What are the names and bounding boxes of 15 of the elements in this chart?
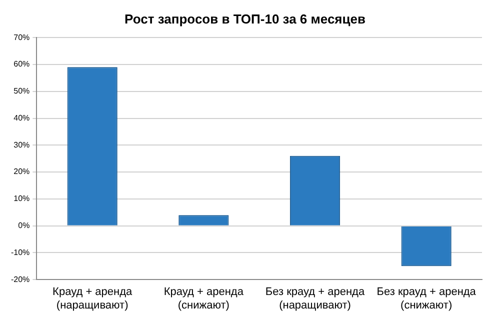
x-tick-label: Крауд + аренда (снижают)	[164, 286, 244, 312]
x-tick-label: Крауд + аренда (наращивают)	[52, 286, 134, 312]
x-tick-label: Без крауд + аренда (снижают)	[376, 286, 477, 312]
y-tick-label: 70%	[14, 32, 30, 42]
y-tick-label: 20%	[14, 167, 30, 176]
y-tick-label: 0%	[18, 221, 30, 230]
y-tick-label: 50%	[14, 86, 30, 96]
y-tick-label: 60%	[14, 60, 30, 69]
y-tick-label: 40%	[14, 113, 30, 122]
chart-title: Рост запросов в ТОП-10 за 6 месяцев	[124, 11, 366, 26]
y-tick-label: -10%	[10, 248, 30, 257]
x-tick-label: Без крауд + аренда (наращивают)	[265, 286, 366, 312]
y-tick-label: 10%	[14, 194, 30, 204]
y-tick-label: -20%	[10, 274, 30, 284]
y-tick-label: 30%	[14, 140, 30, 150]
